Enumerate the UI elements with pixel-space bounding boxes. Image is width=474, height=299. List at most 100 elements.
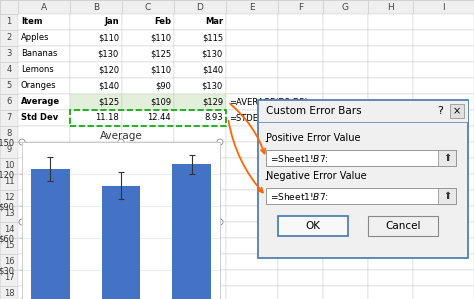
Bar [413,254,474,270]
Bar [0,206,18,222]
Bar [174,110,226,126]
Text: Bananas: Bananas [21,50,57,59]
Bar [70,190,122,206]
Text: $130: $130 [202,82,223,91]
Title: Average: Average [100,131,142,141]
Text: OK: OK [306,221,320,231]
Bar [18,142,70,158]
Bar [368,62,413,78]
Bar [70,0,122,14]
Bar [226,62,278,78]
Bar [323,190,368,206]
Bar [413,270,474,286]
Bar [174,30,226,46]
Bar [368,174,413,190]
Bar [174,46,226,62]
Bar [122,206,174,222]
Bar [122,270,174,286]
Bar [413,174,474,190]
Bar [413,206,474,222]
Bar [174,190,226,206]
Text: =AVERAGE(D2:D5): =AVERAGE(D2:D5) [229,97,308,106]
Bar [278,110,323,126]
Text: Jan: Jan [104,18,119,27]
Bar [18,174,70,190]
Bar [0,14,18,30]
Text: $129: $129 [202,97,223,106]
Bar [18,254,70,270]
Bar [18,238,70,254]
Bar [0,30,18,46]
Bar [413,190,474,206]
Bar [413,94,474,110]
Bar [368,254,413,270]
Text: Negative Error Value: Negative Error Value [266,171,366,181]
Bar [122,110,174,126]
Bar [266,188,456,204]
Bar [0,174,18,190]
Text: 3: 3 [6,50,12,59]
Text: Average: Average [21,97,60,106]
Text: ?: ? [437,106,443,116]
Bar [174,270,226,286]
Text: G: G [342,2,349,11]
Bar [18,286,70,299]
Bar [278,254,323,270]
Text: 8.93: 8.93 [204,114,223,123]
Bar [226,142,278,158]
Bar [0,78,18,94]
Bar [323,94,368,110]
Text: Apples: Apples [21,33,49,42]
Bar [0,286,18,299]
Text: $130: $130 [202,50,223,59]
Bar [323,286,368,299]
Bar [323,0,368,14]
Bar [278,78,323,94]
Bar [226,46,278,62]
Bar [413,62,474,78]
Bar [323,46,368,62]
Bar [278,270,323,286]
Bar [101,186,140,299]
Bar [0,222,18,238]
Bar [226,94,278,110]
Bar [122,30,174,46]
Bar [70,222,122,238]
Bar [368,0,413,14]
Bar [18,270,70,286]
Bar [18,94,70,110]
Bar [122,14,174,30]
Bar [226,30,278,46]
Bar [226,238,278,254]
Bar [18,62,70,78]
Circle shape [217,139,223,145]
Bar [122,190,174,206]
Bar [70,174,122,190]
Bar [122,254,174,270]
Bar [413,110,474,126]
Bar [323,158,368,174]
Bar [258,100,468,258]
Bar [226,190,278,206]
Bar [323,142,368,158]
Bar [122,78,174,94]
Bar [18,14,70,30]
Text: 17: 17 [4,274,14,283]
Bar [278,286,323,299]
Bar [450,104,464,118]
Bar [258,100,468,122]
Text: E: E [249,2,255,11]
Bar [323,254,368,270]
Text: Cancel: Cancel [385,221,421,231]
Bar [174,206,226,222]
Bar [413,142,474,158]
Text: $120: $120 [98,65,119,74]
Bar [413,158,474,174]
Bar [266,150,456,166]
Bar [368,110,413,126]
Bar [122,46,174,62]
Text: $115: $115 [202,33,223,42]
Bar [323,174,368,190]
Bar [278,94,323,110]
Bar [174,254,226,270]
